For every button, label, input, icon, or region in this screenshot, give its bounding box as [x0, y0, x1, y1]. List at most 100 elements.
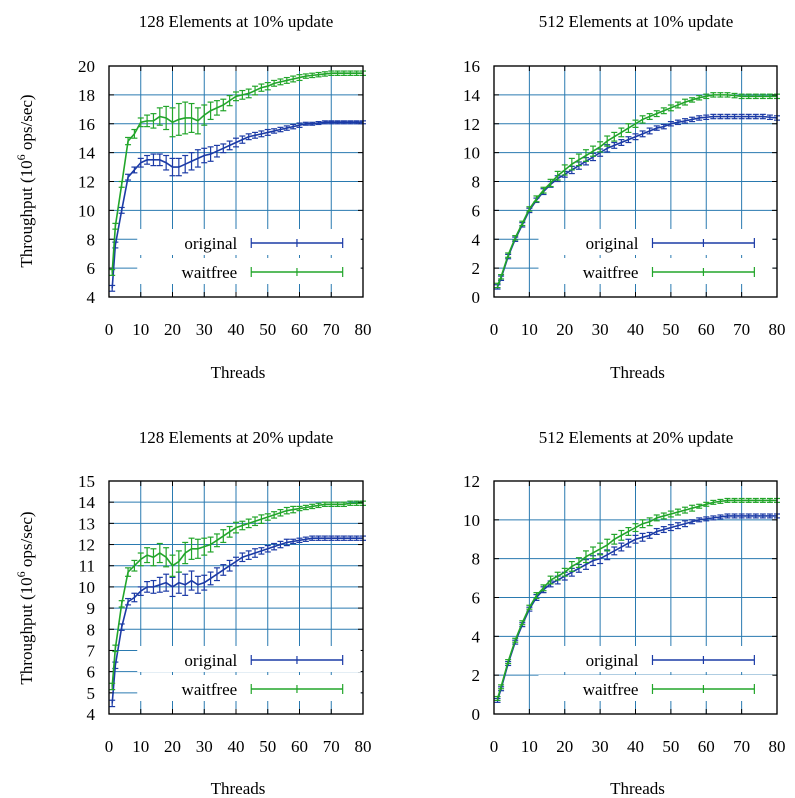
y-tick-label: 20 — [78, 57, 95, 76]
data-point — [724, 513, 731, 519]
data-point — [347, 120, 354, 125]
plot-frame-top — [493, 65, 778, 298]
data-point — [696, 94, 703, 101]
data-point — [163, 154, 170, 171]
data-point — [188, 570, 195, 591]
data-point — [213, 100, 220, 116]
data-point — [175, 102, 182, 136]
y-tick-label: 12 — [78, 173, 95, 192]
data-point — [353, 70, 360, 76]
y-tick-label: 16 — [78, 115, 95, 134]
y-tick-label: 6 — [87, 663, 96, 682]
data-point — [213, 533, 220, 548]
data-point — [611, 546, 618, 556]
data-point — [109, 268, 116, 276]
data-point — [302, 73, 309, 79]
x-axis-label: Threads — [610, 363, 665, 382]
legend-bg — [137, 646, 361, 672]
data-point — [646, 113, 653, 121]
data-point — [137, 157, 144, 168]
x-tick-label: 0 — [490, 737, 499, 756]
data-point — [131, 559, 138, 572]
y-tick-label: 10 — [78, 201, 95, 220]
series-original — [109, 120, 366, 292]
y-axis-label: Throughput (106 ops/sec) — [14, 94, 36, 267]
x-axis-label: Threads — [610, 779, 665, 798]
data-point — [752, 113, 759, 120]
data-point — [618, 127, 625, 138]
data-point — [188, 102, 195, 134]
data-point — [220, 143, 227, 154]
data-point — [752, 513, 759, 519]
data-point — [220, 98, 227, 112]
data-point — [112, 222, 119, 230]
data-point — [766, 93, 773, 100]
data-point — [660, 512, 667, 520]
data-point — [277, 508, 284, 517]
data-point — [554, 571, 561, 581]
data-point — [512, 235, 519, 241]
y-tick-label: 14 — [463, 86, 481, 105]
series-original — [494, 113, 780, 290]
data-point — [112, 644, 119, 653]
series-waitfree — [494, 497, 780, 702]
data-point — [150, 153, 157, 167]
data-point — [689, 519, 696, 525]
data-point — [245, 133, 252, 141]
data-point — [118, 623, 125, 631]
data-point — [724, 92, 731, 98]
y-tick-label: 12 — [463, 472, 480, 491]
y-tick-label: 12 — [463, 115, 480, 134]
legend: original waitfree — [538, 229, 773, 284]
data-point — [226, 525, 233, 538]
data-point — [625, 538, 632, 548]
y-tick-label: 7 — [87, 641, 96, 660]
data-point — [526, 604, 533, 610]
x-tick-label: 20 — [164, 320, 181, 339]
x-tick-label: 50 — [259, 737, 276, 756]
data-point — [667, 524, 674, 532]
data-point — [334, 501, 341, 508]
data-point — [182, 573, 189, 596]
x-tick-label: 40 — [228, 737, 245, 756]
data-point — [252, 131, 259, 139]
data-point — [759, 497, 766, 503]
data-point — [194, 538, 201, 559]
x-tick-label: 30 — [196, 320, 213, 339]
data-point — [334, 535, 341, 541]
data-point — [689, 504, 696, 512]
data-point — [604, 538, 611, 552]
legend-bg — [137, 675, 361, 701]
chart-title: 512 Elements at 10% update — [539, 12, 734, 31]
data-point — [334, 120, 341, 125]
data-point — [258, 83, 265, 92]
data-point — [277, 78, 284, 86]
data-point — [109, 284, 116, 292]
data-point — [264, 128, 271, 136]
data-point — [169, 157, 176, 177]
data-point — [150, 548, 157, 567]
data-point — [639, 115, 646, 124]
data-point — [207, 101, 214, 121]
x-tick-label: 30 — [592, 737, 609, 756]
data-point — [125, 173, 132, 181]
data-point — [674, 101, 681, 109]
data-point — [547, 575, 554, 585]
data-point — [328, 535, 335, 541]
data-point — [131, 592, 138, 603]
y-tick-label: 10 — [78, 578, 95, 597]
data-point — [653, 110, 660, 118]
x-tick-label: 80 — [769, 737, 786, 756]
x-tick-label: 60 — [698, 737, 715, 756]
x-axis-label: Threads — [211, 363, 266, 382]
data-point — [207, 536, 214, 553]
data-point — [731, 113, 738, 120]
data-point — [759, 513, 766, 519]
x-tick-label: 80 — [769, 320, 786, 339]
data-point — [724, 497, 731, 503]
y-tick-label: 8 — [87, 230, 96, 249]
data-point — [347, 70, 354, 76]
data-point — [494, 282, 501, 289]
y-tick-label: 11 — [79, 557, 95, 576]
